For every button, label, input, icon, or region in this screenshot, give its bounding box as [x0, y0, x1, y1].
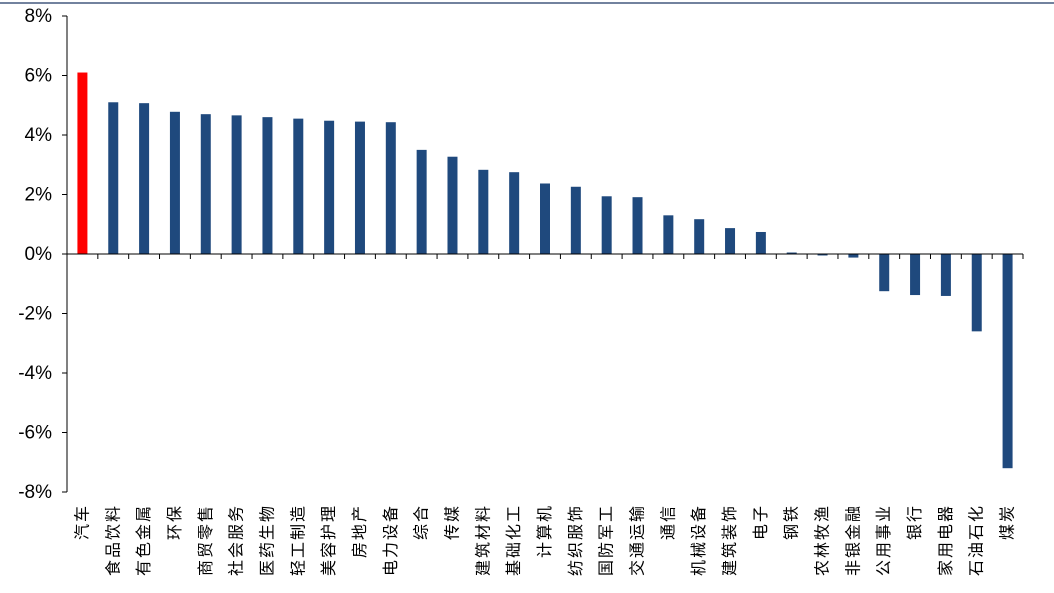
- x-tick-label: 综合: [412, 504, 431, 540]
- bar-16: [570, 186, 581, 254]
- bar-13: [478, 169, 489, 254]
- x-tick-label: 机械设备: [689, 504, 708, 576]
- x-tick-label: 电力设备: [381, 504, 400, 576]
- bar-12: [447, 156, 458, 254]
- x-tick-label: 建筑装饰: [720, 504, 739, 576]
- x-tick-label: 石油石化: [967, 504, 986, 576]
- bar-25: [848, 254, 859, 258]
- bar-29: [971, 254, 982, 332]
- bar-23: [786, 252, 797, 254]
- y-tick-label: 2%: [25, 185, 53, 206]
- bar-6: [262, 117, 273, 255]
- bar-17: [601, 196, 612, 254]
- x-tick-label: 非银金融: [843, 504, 862, 576]
- bar-15: [540, 183, 550, 254]
- bar-7: [293, 118, 304, 254]
- bar-26: [879, 254, 890, 292]
- x-tick-label: 房地产: [350, 504, 369, 558]
- y-tick-label: 6%: [25, 66, 53, 87]
- bar-18: [632, 197, 643, 254]
- bar-8: [324, 120, 335, 254]
- bar-30: [1002, 254, 1013, 469]
- x-tick-labels: 汽车 食品饮料 有色金属 环保 商贸零售 社会服务 医药生物 轻工制造 美容护理 房地产 电力设备综…: [72, 504, 1016, 576]
- x-tick-label: 美容护理: [319, 504, 338, 576]
- bar-14: [509, 172, 520, 254]
- x-tick-label: 基础化工: [504, 504, 523, 576]
- bar-11: [416, 149, 427, 254]
- bar-9: [354, 121, 365, 254]
- bar-2: [139, 103, 150, 254]
- bar-24: [817, 254, 828, 256]
- x-tick-label: 环保: [165, 504, 184, 540]
- bar-10: [385, 122, 396, 255]
- bar-1: [108, 102, 119, 255]
- x-tick-label: 医药生物: [257, 504, 276, 576]
- x-tick-label: 社会服务: [227, 504, 246, 576]
- x-tick-label: 电子: [751, 504, 770, 540]
- x-tick-label: 商贸零售: [196, 504, 215, 576]
- y-tick-label: -6%: [18, 423, 52, 444]
- x-axis: [66, 253, 1024, 259]
- bar-27: [910, 254, 921, 296]
- x-tick-label: 轻工制造: [288, 504, 307, 576]
- x-tick-label: 食品饮料: [103, 504, 122, 576]
- x-tick-label: 钢铁: [782, 504, 801, 540]
- bar-22: [755, 231, 766, 254]
- x-tick-label: 交通运输: [628, 504, 647, 576]
- bar-21: [725, 228, 736, 254]
- bar-0: [77, 72, 88, 255]
- bar-28: [940, 254, 951, 296]
- bars: [77, 72, 1013, 469]
- x-tick-label: 有色金属: [134, 504, 153, 576]
- bar-4: [200, 114, 211, 254]
- x-tick-label: 传媒: [442, 504, 461, 540]
- bar-20: [694, 219, 705, 254]
- x-tick-label: 国防军工: [597, 504, 616, 576]
- x-tick-label: 通信: [658, 504, 677, 540]
- y-tick-label: -8%: [18, 482, 52, 503]
- y-tick-label: 4%: [25, 125, 53, 146]
- x-tick-label: 公用事业: [874, 504, 893, 576]
- x-tick-label: 家用电器: [936, 504, 955, 576]
- y-axis: 8% 6% 4% 2% 0% -2% -4% -6% -8%: [18, 6, 68, 503]
- x-tick-label: 建筑材料: [473, 504, 492, 576]
- y-tick-label: -2%: [18, 304, 52, 325]
- x-tick-label: 农林牧渔: [813, 504, 832, 576]
- x-tick-label: 煤炭: [998, 504, 1017, 540]
- y-tick-label: 0%: [25, 244, 53, 265]
- y-tick-label: 8%: [25, 6, 53, 27]
- y-tick-label: -4%: [18, 363, 52, 384]
- x-tick-label: 纺织服饰: [566, 504, 585, 576]
- bar-3: [169, 111, 180, 254]
- x-tick-label: 汽车: [72, 504, 91, 540]
- bar-19: [663, 215, 674, 254]
- x-tick-label: 银行: [905, 504, 924, 540]
- bar-5: [231, 115, 242, 255]
- x-tick-label: 计算机: [535, 504, 554, 558]
